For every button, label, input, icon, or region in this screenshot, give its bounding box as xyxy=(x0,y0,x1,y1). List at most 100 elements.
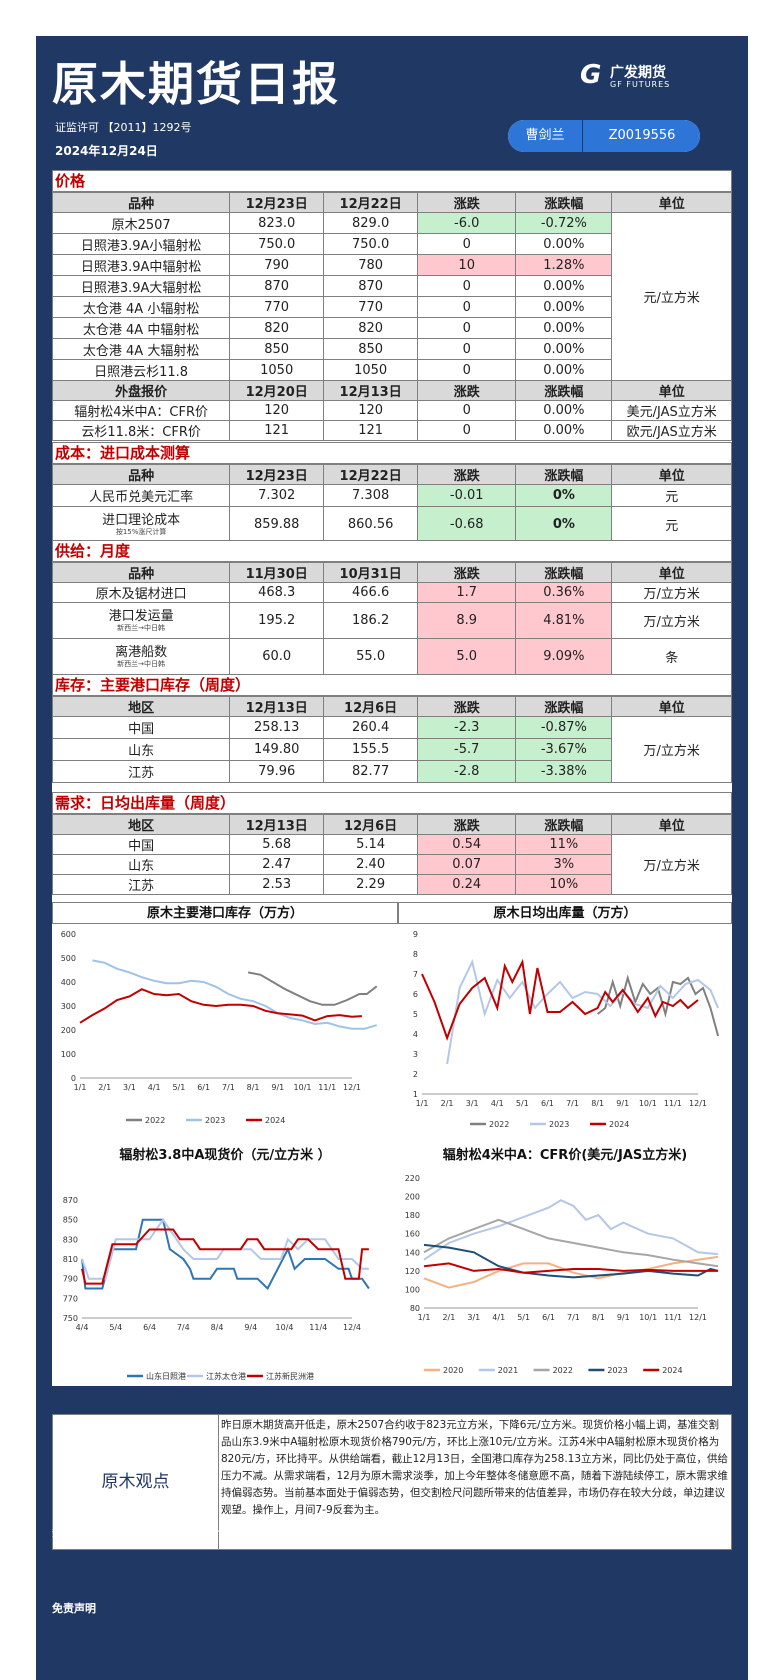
change-cell: 0 xyxy=(417,317,517,339)
x-tick-label: 8/1 xyxy=(247,1083,260,1092)
pct-cell: 0% xyxy=(515,506,613,543)
pct-cell: 10% xyxy=(515,874,613,895)
x-tick-label: 11/4 xyxy=(309,1323,327,1332)
table-row: 进口理论成本 按15%涨尺计算 859.88 860.56 -0.68 0% 元 xyxy=(51,506,732,543)
pct-cell: 0.00% xyxy=(515,359,613,381)
chart-title-spot-price: 辐射松3.8中A现货价（元/立方米 ） xyxy=(52,1144,398,1168)
cell-label: 离港船数 xyxy=(115,644,168,660)
y-tick-label: 140 xyxy=(405,1248,420,1257)
header-cell: 12月23日 xyxy=(229,192,325,213)
y-tick-label: 870 xyxy=(63,1196,78,1205)
y-tick-label: 790 xyxy=(63,1275,78,1284)
legend-label: 2024 xyxy=(609,1120,629,1129)
x-tick-label: 12/1 xyxy=(689,1313,707,1322)
legend-label: 2022 xyxy=(489,1120,509,1129)
y-tick-label: 7 xyxy=(413,970,418,979)
y-tick-label: 80 xyxy=(410,1304,420,1313)
change-cell: -2.3 xyxy=(417,716,517,739)
header-cell: 外盘报价 xyxy=(51,380,231,401)
pct-cell: 1.28% xyxy=(515,254,613,276)
change-cell: -2.8 xyxy=(417,760,517,783)
change-cell: 5.0 xyxy=(417,638,517,675)
x-tick-label: 9/1 xyxy=(617,1313,630,1322)
cell: 日照港3.9A中辐射松 xyxy=(51,254,231,276)
section-supply: 供给：月度 xyxy=(52,540,732,562)
cell: 829.0 xyxy=(323,212,419,234)
table-row: 原木及锯材进口 468.3 466.6 1.7 0.36% 万/立方米 xyxy=(51,582,732,603)
cell: 258.13 xyxy=(229,716,325,739)
change-cell: -6.0 xyxy=(417,212,517,234)
header-cell: 品种 xyxy=(51,464,231,485)
cell: 195.2 xyxy=(229,602,325,639)
y-tick-label: 770 xyxy=(63,1294,78,1303)
cell: 7.302 xyxy=(229,484,325,507)
legend-label: 2024 xyxy=(662,1366,682,1375)
market-view: 原木观点 昨日原木期货高开低走，原木2507合约收于823元立方米，下降6元/立… xyxy=(52,1414,732,1550)
author-badge: 曹剑兰 Z0019556 xyxy=(508,120,700,152)
header-cell: 12月6日 xyxy=(323,814,419,835)
pct-cell: 0.00% xyxy=(515,317,613,339)
unit-cell: 欧元/JAS立方米 xyxy=(611,420,732,441)
unit-cell: 万/立方米 xyxy=(611,716,732,783)
pct-cell: 0.00% xyxy=(515,420,613,441)
y-tick-label: 160 xyxy=(405,1230,420,1239)
cell: 江苏 xyxy=(51,874,231,895)
change-cell: 8.9 xyxy=(417,602,517,639)
series-line-江苏新民洲港 xyxy=(81,1228,369,1285)
cell: 850 xyxy=(229,338,325,360)
legend-label: 2020 xyxy=(443,1366,463,1375)
header-cell: 单位 xyxy=(611,562,732,583)
series-line-2021 xyxy=(423,1199,718,1261)
header-cell: 单位 xyxy=(611,464,732,485)
y-tick-label: 100 xyxy=(61,1050,76,1059)
x-tick-label: 6/4 xyxy=(143,1323,156,1332)
x-tick-label: 10/1 xyxy=(639,1099,657,1108)
x-tick-label: 1/1 xyxy=(74,1083,87,1092)
unit-cell: 元/立方米 xyxy=(611,212,732,381)
data-source: 数据来源：海关总署、木联数据、Wind、广发期货发展研究中心。请仔细阅读报告尾端… xyxy=(52,1528,488,1539)
x-tick-label: 2/1 xyxy=(441,1099,454,1108)
stock-table: 地区 12月13日 12月6日 涨跌 涨跌幅 单位 中国 258.13 260.… xyxy=(51,696,732,783)
cell: 186.2 xyxy=(323,602,419,639)
gf-logo-icon: G xyxy=(580,60,602,90)
cell: 云杉11.8米：CFR价 xyxy=(51,420,231,441)
cell: 山东 xyxy=(51,854,231,875)
pct-cell: 0.36% xyxy=(515,582,613,603)
legend-label: 2022 xyxy=(553,1366,573,1375)
x-tick-label: 6/1 xyxy=(197,1083,210,1092)
cell: 江苏 xyxy=(51,760,231,783)
pct-cell: 11% xyxy=(515,834,613,855)
pct-cell: 0% xyxy=(515,484,613,507)
cell: 820 xyxy=(323,317,419,339)
supply-table: 品种 11月30日 10月31日 涨跌 涨跌幅 单位 原木及锯材进口 468.3… xyxy=(51,562,732,675)
header-cell: 涨跌 xyxy=(417,562,517,583)
x-tick-label: 8/1 xyxy=(592,1313,605,1322)
x-tick-label: 8/4 xyxy=(211,1323,224,1332)
cell: 2.29 xyxy=(323,874,419,895)
chart-title-daily-outflow: 原木日均出库量（万方） xyxy=(398,902,732,924)
x-tick-label: 7/1 xyxy=(567,1313,580,1322)
report-sheet: 价格 品种 12月23日 12月22日 涨跌 涨跌幅 单位 原木2507 823… xyxy=(51,170,732,1550)
x-tick-label: 4/1 xyxy=(148,1083,161,1092)
table-row: 离港船数 新西兰→中日韩 60.0 55.0 5.0 9.09% 条 xyxy=(51,638,732,675)
demand-table: 地区 12月13日 12月6日 涨跌 涨跌幅 单位 中国 5.68 5.14 0… xyxy=(51,814,732,895)
y-tick-label: 200 xyxy=(405,1193,420,1202)
change-cell: 0 xyxy=(417,420,517,441)
series-line-2023 xyxy=(423,1243,719,1279)
y-tick-label: 1 xyxy=(413,1090,418,1099)
y-tick-label: 180 xyxy=(405,1211,420,1220)
change-cell: 0.54 xyxy=(417,834,517,855)
change-cell: 0.24 xyxy=(417,874,517,895)
cell-with-note: 港口发运量 新西兰→中日韩 xyxy=(51,602,231,639)
change-cell: -5.7 xyxy=(417,738,517,761)
x-tick-label: 7/1 xyxy=(222,1083,235,1092)
header-cell: 涨跌 xyxy=(417,814,517,835)
pct-cell: 0.00% xyxy=(515,400,613,421)
x-tick-label: 4/1 xyxy=(492,1313,505,1322)
pct-cell: 3% xyxy=(515,854,613,875)
cell-with-note: 进口理论成本 按15%涨尺计算 xyxy=(51,506,231,543)
series-line-2023 xyxy=(446,959,720,1065)
y-tick-label: 810 xyxy=(63,1255,78,1264)
pct-cell: 0.00% xyxy=(515,338,613,360)
unit-cell: 万/立方米 xyxy=(611,582,732,603)
